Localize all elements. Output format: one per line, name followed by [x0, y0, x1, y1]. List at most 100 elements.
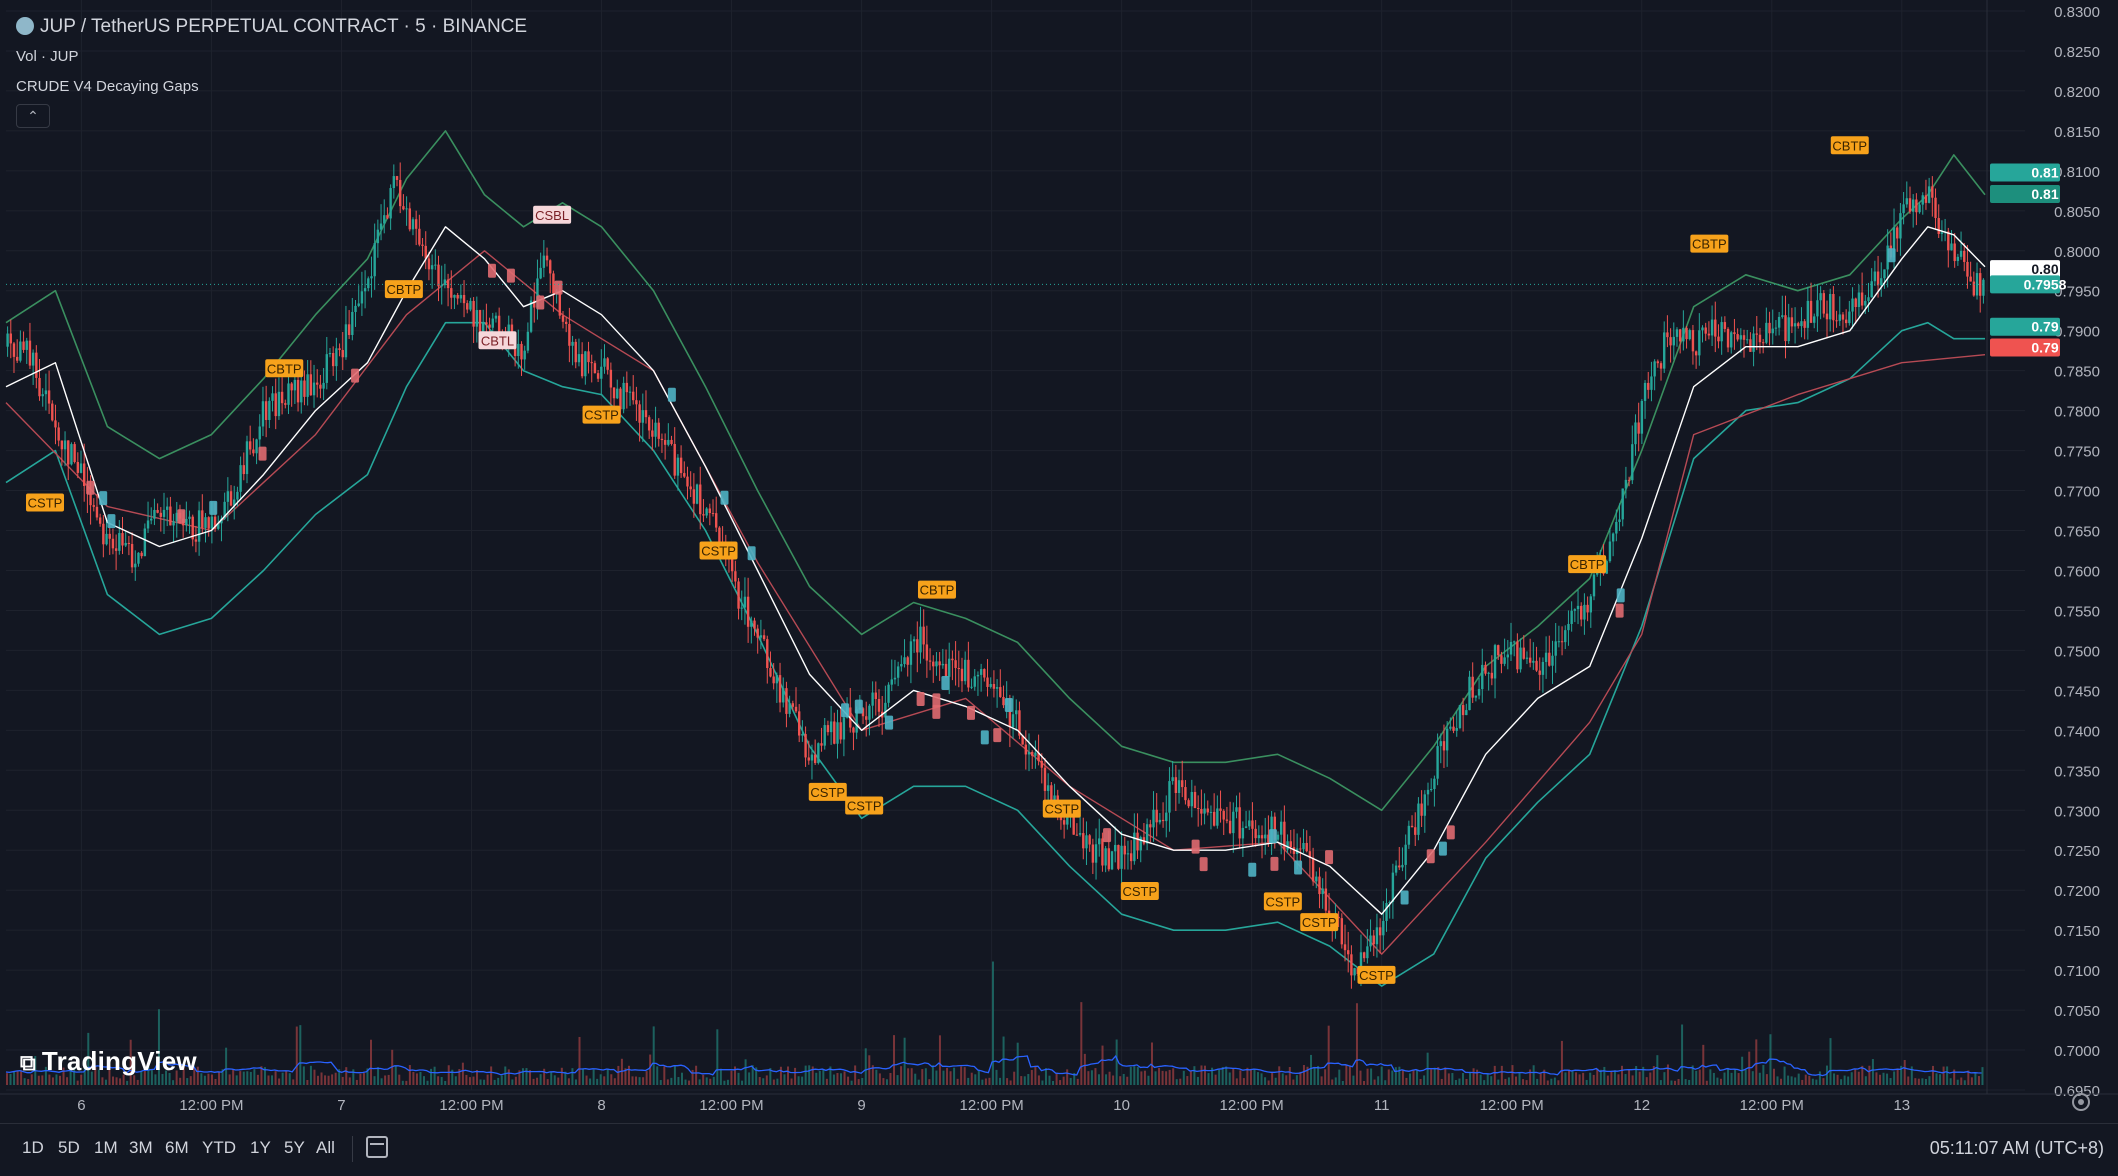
signal-label-text: CSTP [584, 408, 619, 423]
candle-body [1420, 803, 1423, 816]
volume-bar [666, 1079, 669, 1085]
candle-body [839, 722, 842, 740]
volume-bar [302, 1066, 305, 1085]
signal-label-cbtp: CBTP [1830, 136, 1869, 155]
candle-body [1145, 824, 1149, 844]
candle-body [1564, 630, 1567, 643]
volume-bar [779, 1066, 782, 1085]
volume-bar [1840, 1079, 1843, 1085]
candle-body [571, 341, 574, 346]
volume-bar [543, 1068, 546, 1085]
volume-bar [1970, 1077, 1973, 1085]
range-5d-button[interactable]: 5D [58, 1138, 80, 1157]
volume-bar [1232, 1068, 1235, 1085]
range-1y-button[interactable]: 1Y [250, 1138, 271, 1157]
candle-body [1650, 376, 1653, 390]
volume-bar [529, 1070, 532, 1085]
volume-bar [444, 1080, 447, 1085]
volume-bar [331, 1074, 334, 1085]
volume-bar [16, 1070, 19, 1085]
candle-body [1806, 300, 1810, 328]
volume-bar [1666, 1064, 1669, 1085]
volume-bar [271, 1075, 274, 1085]
volume-bar [1211, 1067, 1214, 1085]
candle-body [587, 351, 590, 363]
candle-body [443, 279, 447, 286]
volume-bar [960, 1066, 963, 1085]
range-1m-button[interactable]: 1M [94, 1138, 118, 1157]
candle-body [1685, 327, 1688, 340]
signal-label-cstp: CSTP [26, 493, 65, 512]
candle-body [616, 388, 619, 399]
candle-body [1730, 332, 1733, 348]
volume-bar [1758, 1072, 1761, 1085]
axis-price-label-box [1990, 317, 2060, 336]
sell-marker [966, 705, 975, 720]
candle-body [233, 499, 236, 506]
time-tick-label: 7 [337, 1097, 345, 1114]
signal-label-box [478, 331, 517, 350]
candle-body [1647, 382, 1650, 390]
range-all-button[interactable]: All [316, 1138, 335, 1157]
volume-bar [228, 1074, 231, 1085]
candle-body [89, 493, 92, 506]
volume-bar [1136, 1067, 1139, 1085]
candle-body [871, 692, 874, 706]
volume-bar [1370, 1068, 1373, 1085]
volume-bar [500, 1075, 503, 1085]
calendar-icon[interactable] [366, 1136, 388, 1158]
buy-marker [1268, 829, 1277, 844]
candle-body [593, 363, 597, 374]
symbol-title[interactable]: JUP / TetherUS PERPETUAL CONTRACT · 5 · … [16, 12, 527, 42]
candle-body [494, 315, 498, 319]
candle-body [1624, 479, 1628, 489]
candle-body [711, 513, 715, 515]
candle-body [341, 350, 344, 358]
candle-body [791, 703, 795, 707]
volume-bar [864, 1048, 867, 1085]
candle-body [204, 517, 207, 528]
volume-bar [437, 1076, 440, 1085]
candle-body [1918, 204, 1921, 213]
candle-body [1104, 848, 1107, 866]
candle-body [584, 351, 587, 377]
volume-bar [405, 1080, 408, 1085]
candle-body [989, 684, 992, 687]
axis-price-label: 0.79 [1990, 317, 2060, 336]
candle-body [127, 542, 131, 545]
volume-bar [1271, 1073, 1274, 1085]
collapse-legend-button[interactable]: ⌃ [16, 104, 50, 128]
candle-body [1621, 488, 1624, 520]
volume-bar [921, 1069, 924, 1085]
volume-bar [1419, 1079, 1422, 1085]
range-6m-button[interactable]: 6M [165, 1138, 189, 1157]
candle-body [1050, 785, 1053, 802]
volume-bar [649, 1054, 652, 1085]
candle-body [137, 552, 140, 564]
candle-body [893, 677, 897, 680]
volume-bar [748, 1072, 751, 1085]
candle-body [15, 356, 19, 361]
volume-bar [673, 1065, 676, 1085]
range-ytd-button[interactable]: YTD [202, 1138, 236, 1157]
volume-bar [69, 1068, 72, 1085]
clock-display[interactable]: 05:11:07 AM (UTC+8) [1929, 1138, 2104, 1158]
indicator-legend[interactable]: CRUDE V4 Decaying Gaps [16, 78, 199, 95]
time-tick-label: 9 [857, 1097, 865, 1114]
range-5y-button[interactable]: 5Y [284, 1138, 305, 1157]
range-3m-button[interactable]: 3M [129, 1138, 153, 1157]
candle-body [960, 668, 964, 682]
volume-bar [13, 1071, 16, 1085]
candle-body [647, 417, 651, 431]
candle-body [743, 596, 747, 608]
candle-body [1257, 835, 1261, 839]
gear-icon[interactable] [2072, 1093, 2090, 1111]
range-1d-button[interactable]: 1D [22, 1138, 44, 1157]
candle-body [561, 315, 565, 322]
volume-legend[interactable]: Vol · JUP [16, 48, 79, 65]
candle-body [9, 333, 12, 344]
volume-bar [712, 1076, 715, 1085]
candle-body [12, 343, 16, 357]
volume-bar [1154, 1071, 1157, 1085]
